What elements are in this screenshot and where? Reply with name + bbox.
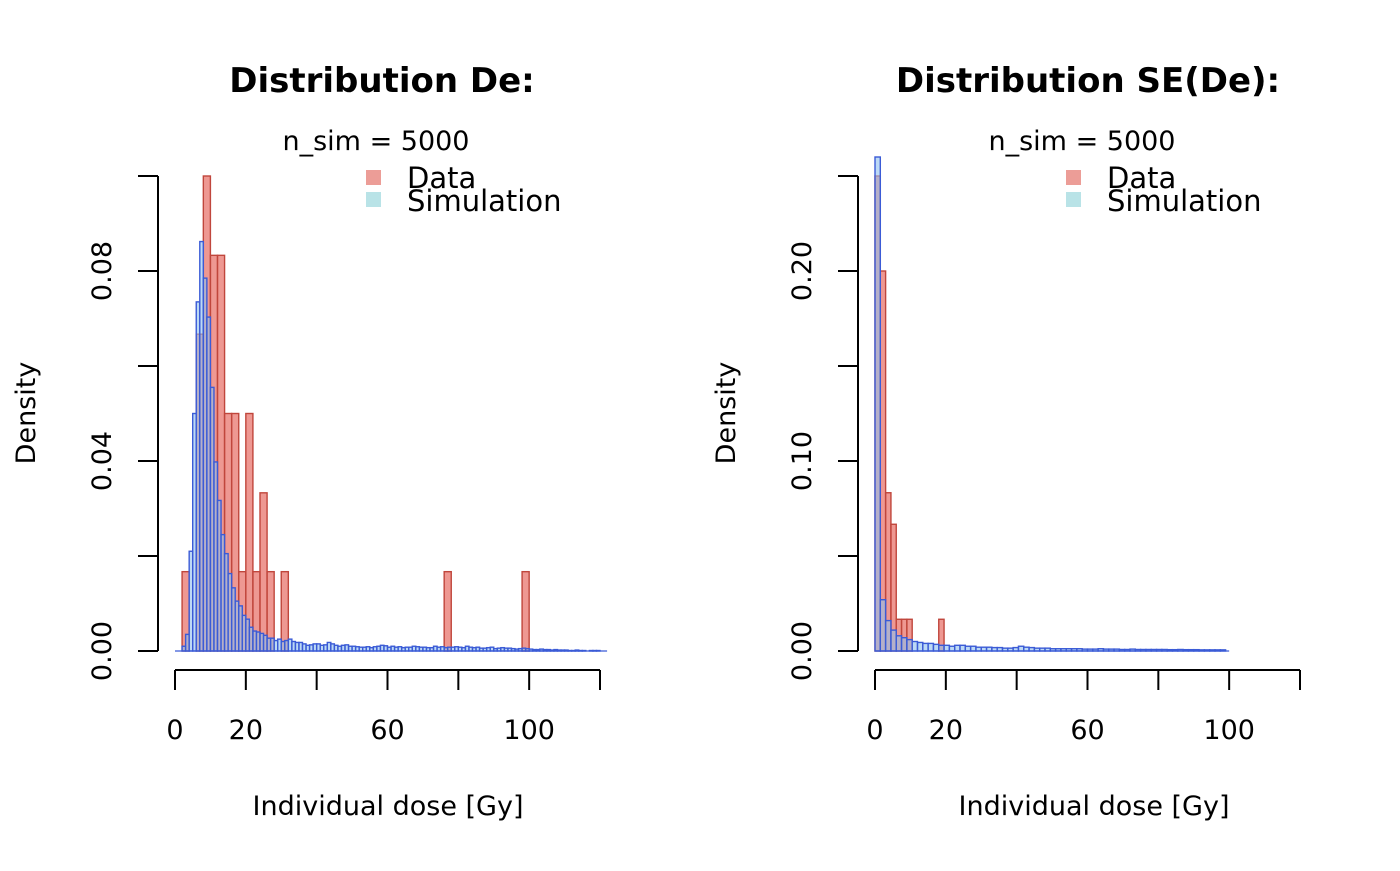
x-tick-label: 100 — [1203, 715, 1255, 746]
legend-swatch-data — [366, 170, 381, 185]
y-tick-label: 0.10 — [787, 431, 818, 491]
chart-subtitle: n_sim = 5000 — [283, 126, 470, 157]
y-tick-label: 0.20 — [787, 241, 818, 301]
chart-panel-1: Distribution De: n_sim = 5000 0.00 0.04 0.08… — [11, 61, 608, 822]
simulation-bar — [964, 645, 972, 652]
legend-label-data: Data — [1107, 161, 1176, 195]
chart-title: Distribution SE(De): — [896, 61, 1280, 101]
data-bar — [245, 412, 254, 652]
x-axis-label: Individual dose [Gy] — [253, 791, 524, 822]
x-tick-label: 20 — [229, 715, 263, 746]
x-axis-label: Individual dose [Gy] — [959, 791, 1230, 822]
x-tick-label: 60 — [1070, 715, 1104, 746]
x-tick-label: 0 — [166, 715, 183, 746]
simulation-bar — [938, 644, 945, 652]
chart-panel-2: Distribution SE(De): n_sim = 5000 0.00 0.10… — [711, 61, 1301, 822]
simulation-bar — [932, 643, 940, 652]
simulation-bar — [890, 629, 897, 652]
data-bar — [521, 570, 530, 652]
simulation-bar — [922, 642, 929, 652]
simulation-bar — [884, 619, 892, 652]
simulation-bar — [911, 640, 919, 652]
simulation-bar — [906, 638, 913, 652]
x-axis: 0 20 60 100 — [866, 669, 1301, 746]
y-axis: 0.00 0.04 0.08 — [87, 175, 159, 681]
y-tick-label: 0.08 — [87, 241, 118, 301]
y-tick-label: 0.00 — [87, 621, 118, 681]
chart-title: Distribution De: — [229, 61, 535, 101]
legend-label-data: Data — [407, 161, 476, 195]
legend-swatch-data — [1066, 170, 1081, 185]
legend-swatch-simulation — [1066, 192, 1081, 207]
simulation-bar — [959, 644, 967, 652]
chart-subtitle: n_sim = 5000 — [989, 126, 1176, 157]
data-bar — [259, 492, 268, 652]
simulation-bar — [1017, 645, 1025, 652]
simulation-bar — [927, 642, 935, 652]
legend-label-simulation: Simulation — [1107, 184, 1261, 218]
simulation-bar — [916, 641, 924, 652]
x-tick-label: 100 — [503, 715, 555, 746]
y-axis-label: Density — [711, 362, 742, 465]
simulation-bar — [969, 645, 977, 652]
simulation-bar — [879, 599, 887, 652]
data-bar — [443, 570, 452, 652]
data-bar — [280, 570, 290, 652]
x-axis: 0 20 60 100 — [166, 669, 601, 746]
y-axis: 0.00 0.10 0.20 — [787, 175, 859, 681]
y-tick-label: 0.00 — [787, 621, 818, 681]
simulation-bar — [953, 644, 961, 652]
legend-swatch-simulation — [366, 192, 381, 207]
x-tick-label: 20 — [929, 715, 963, 746]
bars — [181, 175, 601, 652]
bars — [874, 156, 1227, 652]
simulation-bar — [895, 635, 903, 652]
simulation-bar — [948, 645, 956, 652]
simulation-bar — [943, 644, 951, 652]
data-bar — [879, 270, 887, 652]
x-tick-label: 60 — [370, 715, 404, 746]
simulation-bar — [874, 156, 882, 652]
y-axis-label: Density — [11, 362, 42, 465]
y-tick-label: 0.04 — [87, 431, 118, 491]
simulation-bar — [900, 637, 908, 652]
legend-label-simulation: Simulation — [407, 184, 561, 218]
x-tick-label: 0 — [866, 715, 883, 746]
